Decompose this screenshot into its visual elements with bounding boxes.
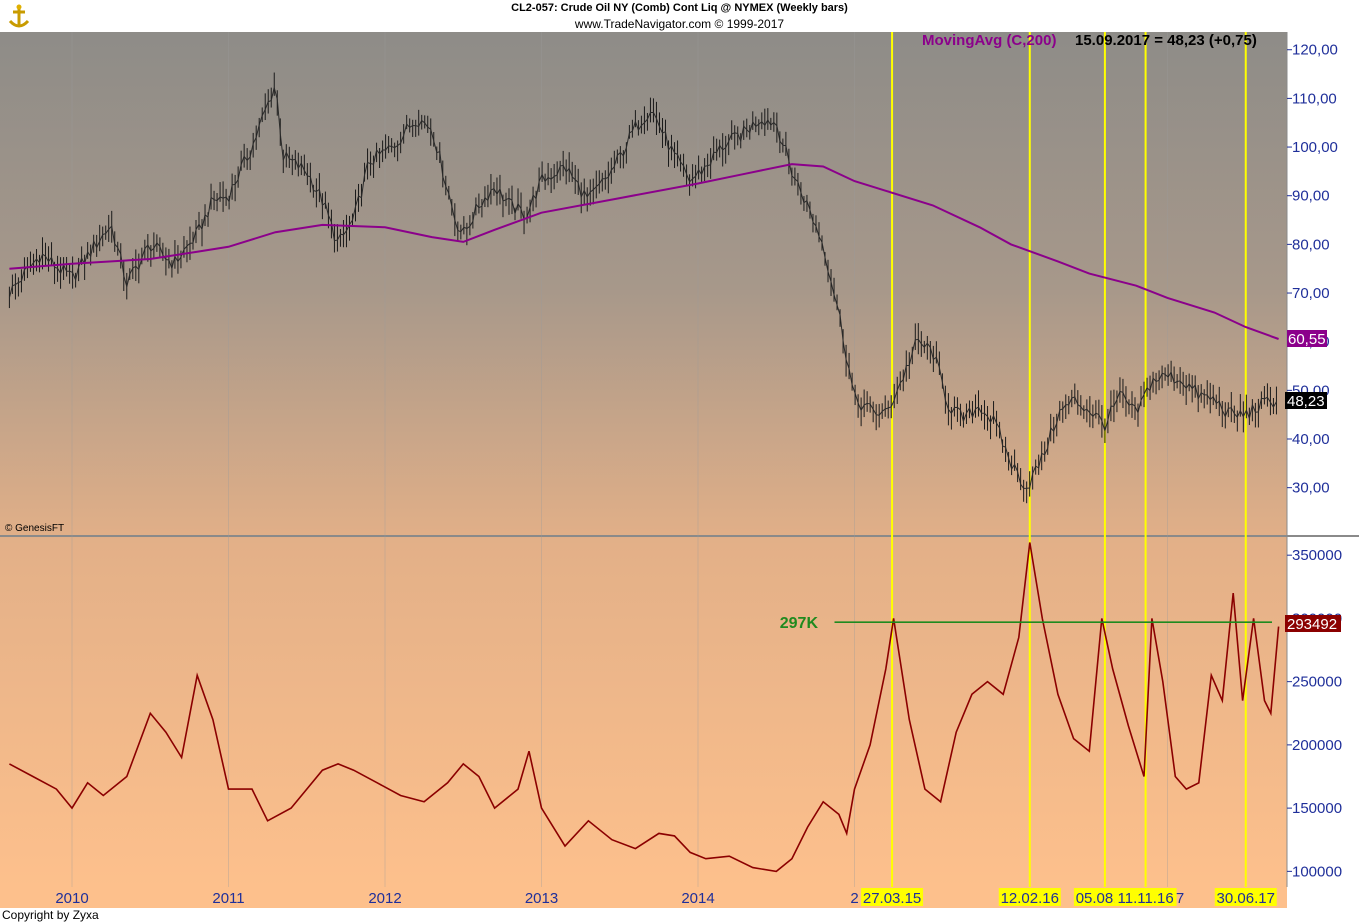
oi-tick-label: 150000 [1292, 800, 1342, 817]
event-label-bg [861, 888, 924, 906]
price-tick-label: 100,00 [1292, 139, 1338, 156]
x-tick-label: 2011 [212, 890, 244, 907]
price-last-badge [1285, 392, 1327, 409]
chart-title: CL2-057: Crude Oil NY (Comb) Cont Liq @ … [511, 2, 848, 14]
open-interest-series [9, 542, 1280, 873]
event-label: 30.06.17 [1217, 890, 1275, 907]
x-axis-labels: 2010201120122013201422017 [55, 890, 1184, 907]
chart-canvas: 30,0040,0050,0060,0070,0080,0090,00100,0… [0, 32, 1359, 908]
oi-last-badge [1285, 615, 1341, 632]
price-tick-label: 90,00 [1292, 188, 1330, 205]
price-tick-label: 70,00 [1292, 285, 1330, 302]
x-tick-label: 2013 [525, 890, 558, 907]
chart-header: CL2-057: Crude Oil NY (Comb) Cont Liq @ … [0, 0, 1359, 32]
x-tick-label: 2 [850, 890, 858, 907]
event-label-bg [1214, 888, 1277, 906]
event-label-bg [998, 888, 1061, 906]
price-tick-label: 40,00 [1292, 431, 1330, 448]
x-tick-label: 2012 [368, 890, 401, 907]
event-label: 11.11.16 [1118, 890, 1174, 907]
price-tick-label: 30,00 [1292, 480, 1330, 497]
level-label: 297K [780, 615, 819, 632]
x-tick-label: 2014 [681, 890, 714, 907]
price-tick-label: 110,00 [1292, 90, 1337, 107]
oi-tick-label: 250000 [1292, 674, 1342, 691]
x-axis-background [0, 887, 1287, 908]
ma-last-badge [1287, 330, 1327, 347]
event-label: 27.03.15 [863, 890, 921, 907]
ma-legend: MovingAvg (C,200) [922, 32, 1056, 49]
genesis-credit: © GenesisFT [5, 523, 65, 534]
copyright-text: Copyright by Zyxa [2, 908, 99, 922]
event-label-bg [1114, 888, 1177, 906]
oi-tick-label: 100000 [1292, 863, 1342, 880]
axis-background [1287, 32, 1359, 887]
price-tick-label: 80,00 [1292, 236, 1330, 253]
price-last-label: 48,23 [1287, 393, 1325, 410]
moving-average-series [9, 163, 1279, 340]
price-legend: 15.09.2017 = 48,23 (+0,75) [1075, 32, 1257, 49]
year-gridlines [71, 32, 1168, 887]
ma-last-label: 60,55 [1288, 331, 1326, 348]
event-label: 12.02.16 [1001, 890, 1059, 907]
logo-icon [4, 3, 34, 31]
oi-tick-label: 200000 [1292, 737, 1342, 754]
chart-subtitle: www.TradeNavigator.com © 1999-2017 [574, 17, 785, 31]
price-tick-label: 120,00 [1292, 42, 1338, 59]
plot-background [0, 32, 1287, 887]
event-lines [891, 32, 1247, 887]
price-series [8, 87, 1277, 489]
oi-last-label: 293492 [1287, 616, 1337, 633]
oi-tick-label: 350000 [1292, 547, 1342, 564]
price-bars [8, 72, 1277, 504]
x-tick-label: 2010 [55, 890, 88, 907]
